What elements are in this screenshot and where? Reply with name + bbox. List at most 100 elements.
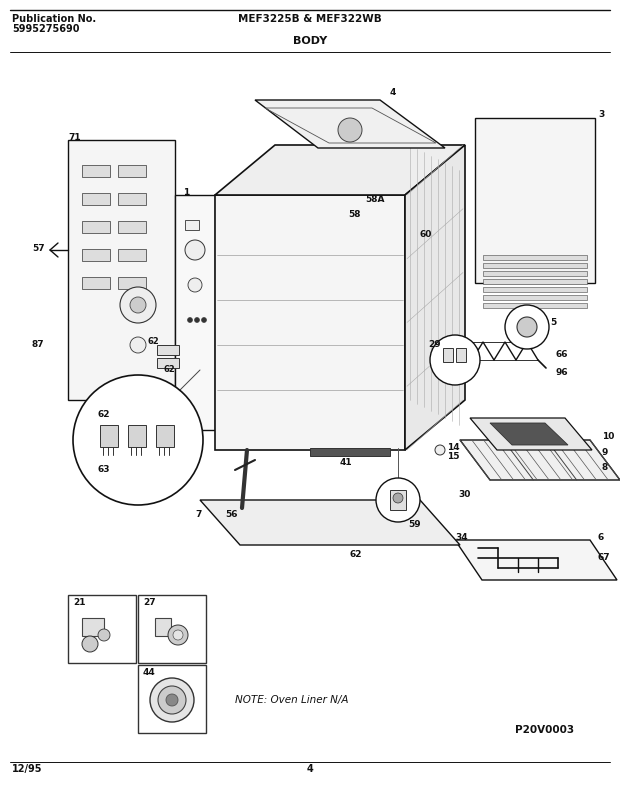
Bar: [483, 303, 587, 308]
Text: 96: 96: [555, 368, 568, 377]
Text: 5995275690: 5995275690: [12, 24, 79, 34]
Circle shape: [98, 629, 110, 641]
Text: 15: 15: [447, 452, 459, 461]
Text: NOTE: Oven Liner N/A: NOTE: Oven Liner N/A: [235, 695, 348, 705]
Circle shape: [338, 118, 362, 142]
Bar: [156, 425, 174, 447]
Bar: [138, 595, 206, 663]
Bar: [118, 165, 146, 177]
Bar: [456, 348, 466, 362]
Bar: [118, 221, 146, 233]
Text: 41: 41: [340, 458, 353, 467]
Polygon shape: [215, 145, 465, 195]
Bar: [157, 345, 179, 355]
Text: 21: 21: [73, 598, 86, 607]
Circle shape: [505, 305, 549, 349]
Text: MEF3225B & MEF322WB: MEF3225B & MEF322WB: [238, 14, 382, 24]
Bar: [82, 193, 110, 205]
Bar: [118, 249, 146, 261]
Bar: [483, 255, 587, 260]
Circle shape: [82, 636, 98, 652]
Polygon shape: [470, 418, 592, 450]
Bar: [155, 618, 171, 636]
Text: 4: 4: [390, 88, 396, 97]
Text: 44: 44: [143, 668, 156, 677]
Text: BODY: BODY: [293, 36, 327, 46]
Text: 6: 6: [598, 533, 604, 542]
Bar: [118, 277, 146, 289]
Text: 56: 56: [225, 510, 237, 519]
Circle shape: [435, 445, 445, 455]
Circle shape: [517, 317, 537, 337]
Circle shape: [73, 375, 203, 505]
Bar: [443, 348, 453, 362]
Text: 14: 14: [447, 443, 459, 452]
Circle shape: [168, 625, 188, 645]
Bar: [475, 118, 595, 283]
Text: 67: 67: [598, 553, 611, 562]
Circle shape: [187, 318, 192, 322]
Text: 3: 3: [598, 110, 604, 119]
Circle shape: [120, 287, 156, 323]
Circle shape: [393, 493, 403, 503]
Bar: [68, 595, 136, 663]
Text: 27: 27: [143, 598, 156, 607]
Bar: [185, 220, 199, 230]
Text: 5: 5: [550, 318, 556, 327]
Polygon shape: [490, 423, 568, 445]
Polygon shape: [460, 440, 620, 480]
Circle shape: [202, 318, 206, 322]
Text: 8: 8: [602, 463, 608, 472]
Bar: [82, 618, 104, 636]
Text: 58A: 58A: [365, 195, 384, 204]
Bar: [390, 490, 406, 510]
Text: 1: 1: [183, 188, 189, 197]
Text: 62: 62: [148, 337, 160, 346]
Bar: [100, 425, 118, 447]
Text: 66: 66: [555, 350, 567, 359]
Text: 62: 62: [350, 550, 363, 559]
Text: 7: 7: [195, 510, 202, 519]
Text: 62: 62: [97, 410, 110, 419]
Text: 59: 59: [408, 520, 420, 529]
Bar: [483, 263, 587, 268]
Circle shape: [130, 297, 146, 313]
Circle shape: [185, 240, 205, 260]
Text: 63: 63: [97, 465, 110, 474]
Circle shape: [195, 318, 200, 322]
Text: 62: 62: [164, 365, 175, 374]
Text: 34: 34: [455, 533, 467, 542]
Circle shape: [430, 335, 480, 385]
Bar: [82, 277, 110, 289]
Bar: [128, 425, 146, 447]
Circle shape: [173, 630, 183, 640]
Bar: [82, 221, 110, 233]
Text: 87: 87: [32, 340, 45, 349]
Bar: [82, 165, 110, 177]
Text: 30: 30: [458, 490, 471, 499]
Circle shape: [130, 337, 146, 353]
Text: P20V0003: P20V0003: [515, 725, 575, 735]
Bar: [483, 271, 587, 276]
Bar: [483, 295, 587, 300]
Circle shape: [158, 686, 186, 714]
Bar: [483, 279, 587, 284]
Bar: [483, 287, 587, 292]
Polygon shape: [455, 540, 617, 580]
Circle shape: [166, 694, 178, 706]
Text: Publication No.: Publication No.: [12, 14, 96, 24]
Text: 29: 29: [428, 340, 441, 349]
Text: 9: 9: [602, 448, 608, 457]
Bar: [118, 193, 146, 205]
Bar: [138, 665, 206, 733]
Text: 10: 10: [602, 432, 614, 441]
Polygon shape: [215, 195, 405, 450]
Bar: [82, 249, 110, 261]
Bar: [157, 358, 179, 368]
Bar: [310, 448, 390, 456]
Text: 71: 71: [68, 133, 81, 142]
Text: 12/95: 12/95: [12, 764, 43, 774]
Text: replacementparts.com: replacementparts.com: [239, 403, 381, 417]
Polygon shape: [405, 145, 465, 450]
Polygon shape: [68, 140, 175, 400]
